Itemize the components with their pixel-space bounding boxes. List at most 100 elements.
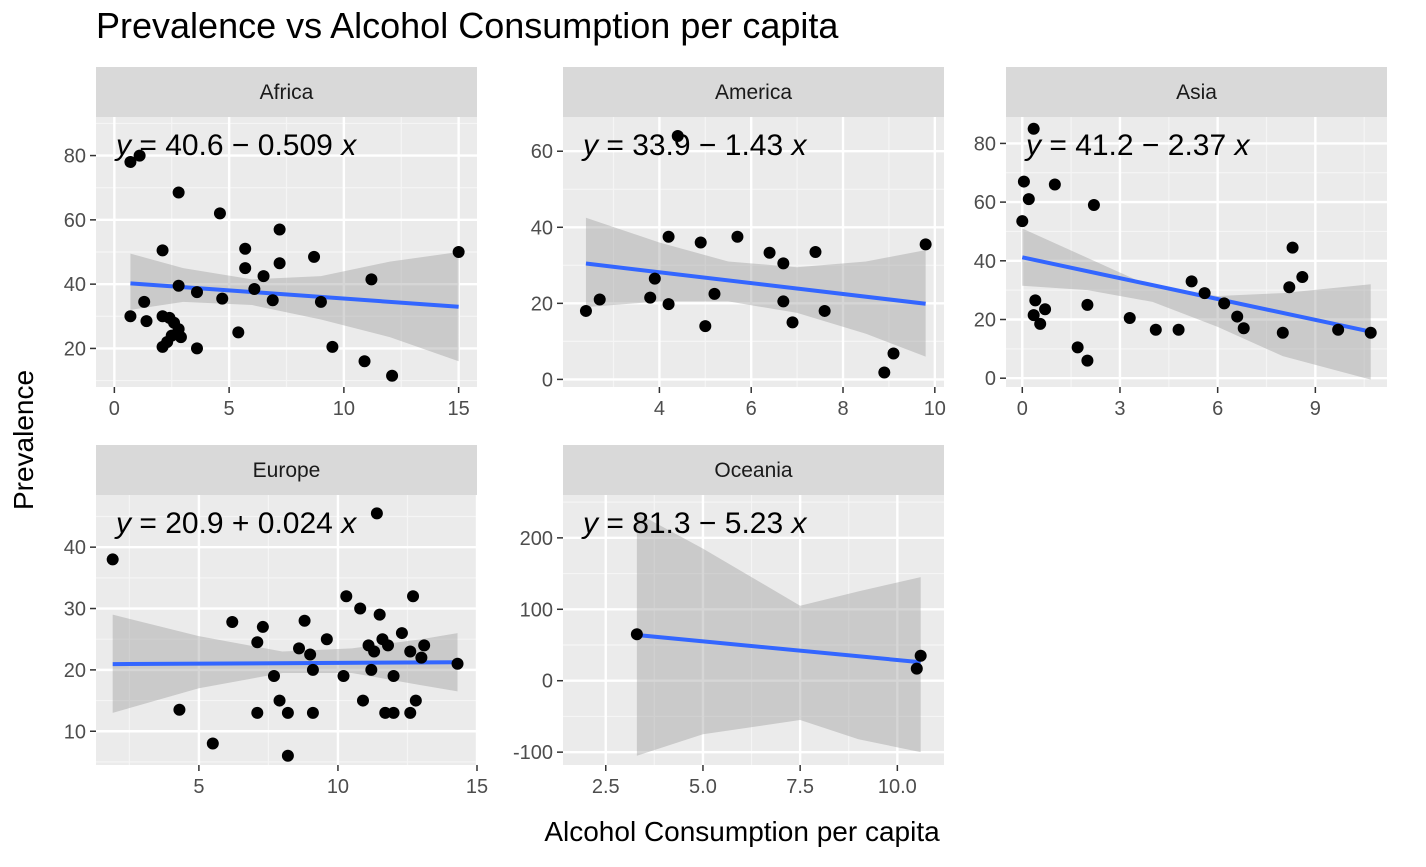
- panel-content: [1006, 117, 1387, 387]
- data-point: [140, 315, 153, 328]
- data-point: [671, 130, 684, 143]
- y-tick-label: 40: [531, 217, 553, 239]
- data-point: [257, 270, 270, 283]
- panel-content: [96, 495, 477, 765]
- y-tick-label: 80: [974, 133, 996, 155]
- data-point: [731, 230, 744, 243]
- data-point: [239, 242, 252, 255]
- data-point: [777, 295, 790, 308]
- data-point: [365, 273, 378, 286]
- data-point: [818, 304, 831, 317]
- data-point: [306, 706, 319, 719]
- facet-africa: Africa y = 40.6 − 0.509 x 0 5 10 15 20 40 60 80: [64, 67, 477, 420]
- facet-strip-label: America: [715, 81, 792, 104]
- data-point: [593, 293, 606, 306]
- equation-body: = 41.2 − 2.37: [1041, 129, 1235, 162]
- panel-background: [563, 495, 944, 765]
- y-tick-label: 60: [531, 141, 553, 163]
- data-point: [1364, 326, 1377, 339]
- facet-strip-label: Africa: [260, 81, 314, 104]
- x-tick-label: 15: [448, 398, 470, 420]
- regression-line: [130, 281, 459, 309]
- confidence-band: [1022, 228, 1371, 380]
- data-point: [213, 207, 226, 220]
- x-tick-label: 4: [654, 398, 665, 420]
- data-point: [256, 620, 269, 633]
- regression-line: [636, 632, 921, 665]
- regression-equation: y = 33.9 − 1.43 x: [581, 129, 808, 162]
- data-point: [239, 262, 252, 275]
- data-point: [1231, 310, 1244, 323]
- data-point: [1029, 294, 1042, 307]
- data-point: [1332, 323, 1345, 336]
- data-point: [358, 355, 371, 368]
- y-tick-label: 0: [542, 671, 553, 693]
- data-point: [340, 590, 353, 603]
- facet-strip-label: Asia: [1176, 81, 1217, 104]
- data-point: [174, 331, 187, 344]
- x-tick-label: 10: [333, 398, 355, 420]
- data-point: [281, 749, 294, 762]
- y-tick-label: 60: [64, 210, 86, 232]
- data-point: [156, 244, 169, 257]
- facet-strip-label: Oceania: [714, 459, 793, 482]
- x-tick-label: 5.0: [689, 776, 717, 798]
- facet-oceania: Oceania y = 81.3 − 5.23 x 2.5 5.0 7.5 10.0 -10…: [513, 445, 944, 798]
- chart-title: Prevalence vs Alcohol Consumption per ca…: [96, 5, 839, 46]
- data-point: [306, 663, 319, 676]
- data-point: [320, 633, 333, 646]
- equation-x: x: [790, 129, 808, 162]
- y-tick-label: 40: [974, 251, 996, 273]
- data-point: [251, 636, 264, 649]
- data-point: [395, 627, 408, 640]
- facet-strip-label: Europe: [253, 459, 321, 482]
- data-point: [386, 369, 399, 382]
- data-point: [1048, 178, 1061, 191]
- regression-equation: y = 20.9 + 0.024 x: [114, 507, 357, 540]
- x-tick-label: 15: [466, 776, 488, 798]
- data-point: [579, 304, 592, 317]
- data-point: [172, 279, 185, 292]
- data-point: [404, 706, 417, 719]
- data-point: [407, 590, 420, 603]
- data-point: [368, 645, 381, 658]
- data-point: [356, 694, 369, 707]
- confidence-band: [636, 512, 921, 756]
- data-point: [172, 186, 185, 199]
- data-point: [314, 295, 327, 308]
- data-point: [379, 706, 392, 719]
- facet-europe: Europe y = 20.9 + 0.024 x 5 10 15 10 20 30 40: [64, 445, 488, 798]
- data-point: [418, 639, 431, 652]
- data-point: [1276, 326, 1289, 339]
- data-point: [370, 507, 383, 520]
- data-point: [267, 670, 280, 683]
- data-point: [273, 223, 286, 236]
- equation-y: y: [581, 507, 600, 540]
- y-tick-label: 40: [64, 537, 86, 559]
- equation-x: x: [790, 507, 808, 540]
- data-point: [1017, 175, 1030, 188]
- data-point: [1039, 303, 1052, 316]
- x-tick-label: 5: [224, 398, 235, 420]
- data-point: [809, 246, 822, 258]
- data-point: [919, 238, 932, 251]
- x-tick-label: 2.5: [592, 776, 620, 798]
- data-point: [293, 642, 306, 655]
- data-point: [173, 703, 186, 716]
- x-tick-label: 5: [193, 776, 204, 798]
- data-point: [1296, 270, 1309, 283]
- y-tick-label: 60: [974, 192, 996, 214]
- y-tick-label: 0: [985, 368, 996, 390]
- equation-y: y: [1024, 129, 1043, 162]
- data-point: [415, 651, 428, 664]
- equation-body: = 40.6 − 0.509: [131, 129, 341, 162]
- panel-content: [96, 117, 477, 387]
- data-point: [887, 347, 900, 360]
- y-axis-title: Prevalence: [8, 370, 39, 510]
- data-point: [337, 670, 350, 683]
- data-point: [273, 257, 286, 270]
- y-tick-label: 40: [64, 274, 86, 296]
- data-point: [648, 272, 661, 285]
- data-point: [190, 342, 203, 355]
- data-point: [138, 295, 151, 308]
